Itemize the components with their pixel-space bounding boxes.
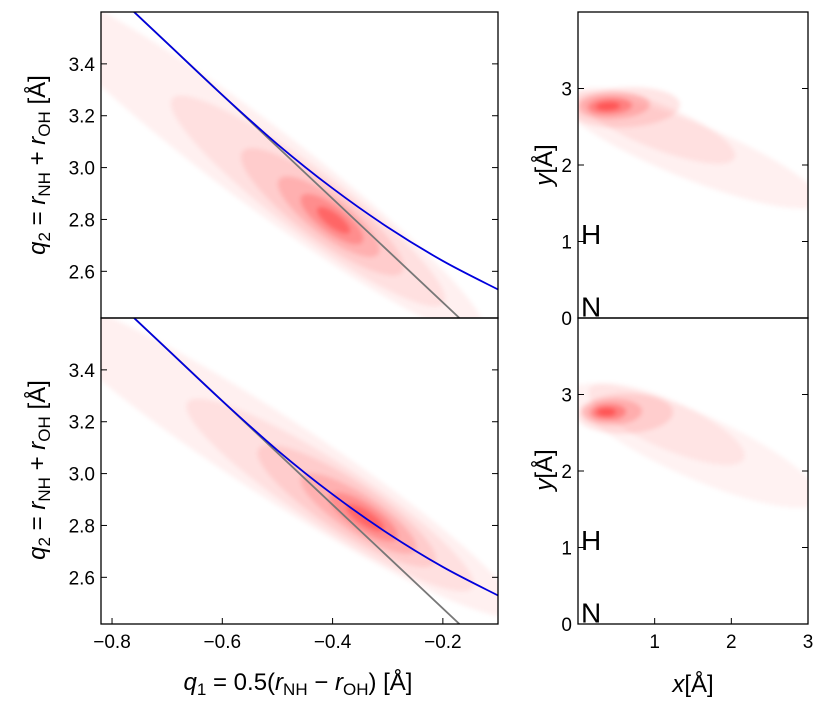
density-level-6: [596, 102, 620, 111]
density-level-6: [317, 207, 351, 234]
x-tick-label: −0.6: [204, 632, 242, 653]
y-tick-label: 3.2: [69, 413, 95, 434]
y-tick-label: 2: [561, 156, 572, 177]
y-tick-label: 3.4: [69, 55, 96, 76]
y-tick-label: 2: [561, 462, 572, 483]
density-right-bottom: [578, 383, 808, 508]
y-ticks: 2.6 2.8 3.0 3.2 3.4: [69, 361, 498, 589]
y-tick-label: 1: [561, 539, 572, 560]
y-axis-label: q2 = rNH + rOH [Å]: [23, 380, 54, 560]
x-tick-label: −0.2: [424, 632, 462, 653]
atom-label-h: H: [581, 525, 601, 556]
panel-left-bottom: 2.6 2.8 3.0 3.2 3.4 −0.8 −0.6 −0.4 −0.2 q2 = rN…: [23, 317, 499, 699]
panel-left-top: 2.6 2.8 3.0 3.2 3.4 q2 = rNH + rOH [Å]: [23, 11, 499, 319]
x-tick-label: 1: [649, 632, 660, 653]
atom-labels: HN: [581, 219, 601, 323]
density-level-6: [596, 408, 616, 417]
axes-frame: [100, 317, 499, 625]
x-ticks: −0.8 −0.6 −0.4 −0.2: [93, 618, 462, 653]
y-tick-label: 2.8: [69, 516, 95, 537]
y-tick-label: 0: [561, 309, 572, 330]
y-tick-label: 2.8: [69, 210, 95, 231]
model-curve: [133, 318, 498, 597]
x-tick-label: 2: [726, 632, 737, 653]
y-axis-label: q2 = rNH + rOH [Å]: [23, 75, 54, 255]
y-tick-label: 0: [561, 615, 572, 636]
y-ticks: 2.6 2.8 3.0 3.2 3.4: [69, 55, 498, 283]
atom-label-h: H: [581, 219, 601, 250]
model-curve: [133, 12, 498, 291]
y-tick-label: 3.0: [69, 159, 95, 180]
y-tick-label: 3.0: [69, 465, 95, 486]
atom-labels: HN: [581, 525, 601, 629]
x-tick-label: 3: [803, 632, 814, 653]
atom-label-n: N: [581, 598, 601, 629]
y-tick-label: 2.6: [69, 262, 95, 283]
y-tick-label: 3: [561, 80, 572, 101]
density-left-top: [101, 12, 485, 318]
y-tick-label: 3: [561, 386, 572, 407]
y-axis-label: y[Å]: [530, 449, 558, 492]
x-tick-label: −0.8: [93, 632, 131, 653]
atom-label-n: N: [581, 292, 601, 323]
x-axis-label: x[Å]: [671, 670, 713, 698]
x-tick-label: −0.4: [314, 632, 352, 653]
y-ticks: 0 1 2 3: [561, 386, 808, 636]
y-tick-label: 2.6: [69, 568, 95, 589]
y-axis-label: y[Å]: [530, 144, 558, 187]
y-tick-label: 1: [561, 233, 572, 254]
x-axis-label: q1 = 0.5(rNH − rOH) [Å]: [184, 668, 413, 699]
y-tick-label: 3.4: [69, 361, 96, 382]
density-right-top: [578, 87, 808, 209]
x-ticks: 1 2 3: [649, 618, 813, 653]
y-tick-label: 3.2: [69, 107, 95, 128]
